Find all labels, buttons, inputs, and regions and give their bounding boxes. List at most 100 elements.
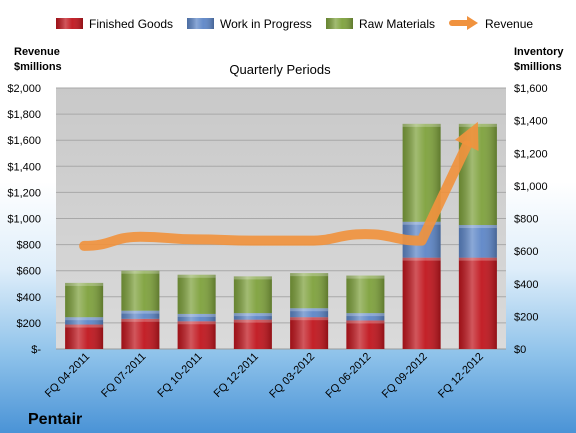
x-tick-label: FQ 10-2011 (155, 351, 204, 400)
bar-work-in-progress-cap (65, 317, 104, 321)
bar-finished-goods-sheen (121, 318, 160, 349)
left-tick-label: $800 (17, 240, 41, 252)
bar-raw-materials-cap (290, 273, 329, 277)
x-tick-label: FQ 12-2011 (212, 351, 261, 400)
left-tick-label: $1,200 (7, 187, 41, 199)
bar-finished-goods-sheen (177, 321, 216, 349)
bar-finished-goods-sheen (65, 324, 104, 349)
legend-label: Raw Materials (359, 17, 435, 31)
x-tick-label: FQ 12-2012 (436, 351, 486, 401)
legend-item: Work in Progress (187, 17, 312, 31)
left-tick-label: $400 (17, 292, 41, 304)
left-tick-label: $1,400 (7, 161, 41, 173)
bar-finished-goods-cap (233, 319, 272, 323)
bar-work-in-progress-cap (458, 225, 497, 229)
legend-label: Revenue (485, 17, 533, 31)
left-tick-label: $200 (17, 318, 41, 330)
company-name: Pentair (28, 411, 82, 428)
revenue-line (79, 121, 479, 251)
bar-finished-goods-sheen (233, 319, 272, 349)
legend-swatch-sheen (187, 18, 214, 29)
bar-finished-goods-sheen (290, 317, 329, 349)
right-axis-title-line1: Inventory (514, 46, 564, 58)
x-tick-label: FQ 03-2012 (267, 351, 317, 401)
right-tick-label: $1,400 (514, 116, 548, 128)
left-tick-label: $1,600 (7, 135, 41, 147)
x-axis: FQ 04-2011 FQ 07-2011 FQ 10-2011 FQ 12-2011… (43, 351, 486, 401)
bar-raw-materials-cap (402, 123, 441, 127)
left-tick-label: $- (31, 344, 41, 356)
left-tick-label: $2,000 (7, 83, 41, 95)
right-tick-label: $200 (514, 311, 538, 323)
bar-finished-goods-cap (290, 317, 329, 321)
legend-label: Finished Goods (89, 17, 173, 31)
legend-label: Work in Progress (220, 17, 312, 31)
right-tick-label: $600 (514, 246, 538, 258)
bar-work-in-progress-sheen (65, 317, 104, 325)
x-tick-label: FQ 09-2012 (380, 351, 430, 401)
legend-item: Finished Goods (56, 17, 173, 31)
bar-raw-materials-cap (233, 276, 272, 280)
bar-raw-materials-sheen (346, 275, 385, 314)
bars (65, 123, 497, 349)
right-tick-label: $1,200 (514, 148, 548, 160)
bar-work-in-progress-sheen (290, 308, 329, 318)
bar-work-in-progress-cap (177, 313, 216, 317)
chart-title: Quarterly Periods (229, 62, 331, 77)
x-tick-label: FQ 06-2012 (324, 351, 374, 401)
right-axis: $0 $200 $400 $600 $800 $1,000 $1,200 $1,400 $1,6… (514, 83, 548, 356)
bar-finished-goods-cap (458, 257, 497, 261)
left-axis-title-line2: $millions (14, 61, 62, 73)
x-tick-label: FQ 07-2011 (99, 351, 148, 400)
bar-work-in-progress-cap (121, 310, 160, 314)
right-axis-title-line2: $millions (514, 61, 562, 73)
legend-item: Revenue (449, 16, 533, 31)
bar-raw-materials-sheen (121, 270, 160, 311)
bar-raw-materials-sheen (177, 274, 216, 314)
chart-legend: Finished Goods Work in Progress Raw Materi… (56, 16, 533, 31)
right-tick-label: $1,600 (514, 83, 548, 95)
bar-finished-goods-sheen (346, 320, 385, 349)
bar-finished-goods-cap (346, 320, 385, 324)
bar-work-in-progress-sheen (177, 313, 216, 322)
legend-swatch-sheen (326, 18, 353, 29)
bar-finished-goods-sheen (458, 257, 497, 349)
bar-work-in-progress-sheen (346, 313, 385, 321)
bar-raw-materials-cap (346, 275, 385, 279)
bar-work-in-progress-cap (402, 221, 441, 225)
right-tick-label: $800 (514, 214, 538, 226)
legend-arrow-swatch (467, 16, 478, 30)
bar-raw-materials-sheen (290, 273, 329, 309)
bar-finished-goods-cap (402, 257, 441, 261)
legend-swatch-sheen (56, 18, 83, 29)
bar-finished-goods-sheen (402, 257, 441, 349)
right-tick-label: $400 (514, 279, 538, 291)
legend-item: Raw Materials (326, 17, 435, 31)
bar-work-in-progress-sheen (121, 310, 160, 319)
left-tick-label: $600 (17, 266, 41, 278)
bar-finished-goods-cap (121, 318, 160, 322)
bar-work-in-progress-sheen (233, 313, 272, 320)
left-axis-title-line1: Revenue (14, 46, 60, 58)
bar-work-in-progress-sheen (458, 225, 497, 258)
left-tick-label: $1,800 (7, 109, 41, 121)
bar-raw-materials-sheen (233, 276, 272, 314)
bar-finished-goods-cap (177, 321, 216, 325)
right-tick-label: $1,000 (514, 181, 548, 193)
bar-raw-materials-sheen (65, 282, 104, 318)
bar-raw-materials-cap (65, 282, 104, 286)
revenue-arrowhead (454, 121, 479, 151)
bar-raw-materials-cap (177, 274, 216, 278)
revenue-line-path (79, 140, 472, 251)
bar-raw-materials-cap (121, 270, 160, 274)
left-axis: $- $200 $400 $600 $800 $1,000 $1,200 $1,400 $1,6… (7, 83, 41, 356)
left-tick-label: $1,000 (7, 214, 41, 226)
bar-work-in-progress-cap (290, 308, 329, 312)
right-tick-label: $0 (514, 344, 526, 356)
bar-finished-goods-cap (65, 324, 104, 328)
bar-work-in-progress-cap (346, 313, 385, 317)
bar-work-in-progress-cap (233, 313, 272, 317)
x-tick-label: FQ 04-2011 (43, 351, 92, 400)
